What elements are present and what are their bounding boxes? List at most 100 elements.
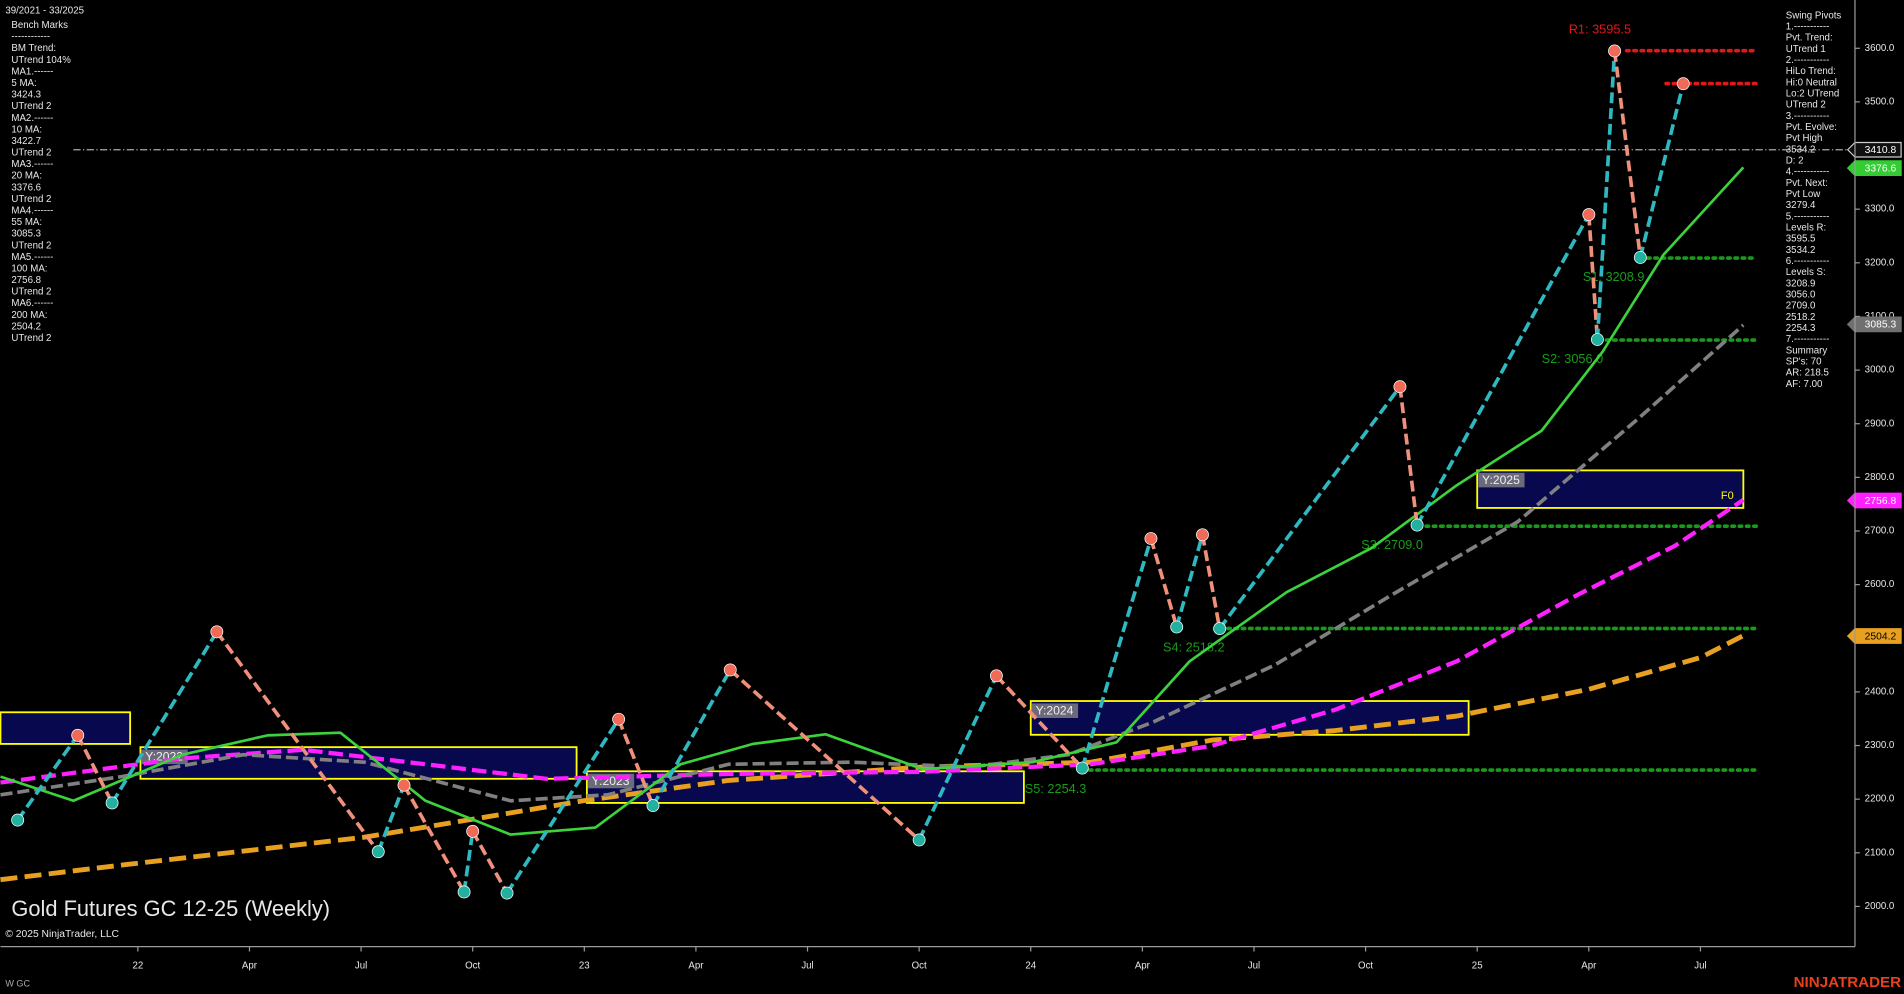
benchmark-line: BM Trend: bbox=[11, 43, 56, 54]
swing-pivot-line: 1.----------- bbox=[1786, 22, 1830, 33]
swing-pivot-line: Summary bbox=[1786, 345, 1828, 356]
chart-title: Gold Futures GC 12-25 (Weekly) bbox=[11, 896, 330, 921]
x-tick-label: 23 bbox=[579, 961, 590, 972]
year-label-bg bbox=[1031, 703, 1079, 719]
pivot-high bbox=[1196, 528, 1209, 542]
swing-pivot-line: 4.----------- bbox=[1786, 167, 1830, 178]
swing-up-leg bbox=[917, 675, 999, 841]
benchmark-line: 2756.8 bbox=[11, 275, 41, 286]
price-marker bbox=[1846, 141, 1902, 158]
swing-up-leg bbox=[505, 718, 621, 895]
swing-pivot-line: AF: 7.00 bbox=[1786, 379, 1823, 390]
swing-down-leg bbox=[1398, 386, 1419, 526]
instrument: W GC bbox=[5, 979, 30, 989]
swing-down-leg bbox=[215, 630, 380, 853]
benchmark-line: MA6.------ bbox=[11, 298, 53, 309]
benchmark-line: UTrend 2 bbox=[11, 194, 51, 205]
benchmark-line: 100 MA: bbox=[11, 263, 47, 274]
pivot-low bbox=[912, 833, 926, 847]
date-range: 39/2021 - 33/2025 bbox=[5, 5, 84, 16]
swing-pivot-line: 6.----------- bbox=[1786, 256, 1830, 267]
swing-pivot-line: 7.----------- bbox=[1786, 334, 1830, 345]
year-box bbox=[0, 711, 132, 745]
pivot-low bbox=[1170, 620, 1184, 634]
benchmark-line: MA5.------ bbox=[11, 252, 53, 263]
benchmark-line: UTrend 2 bbox=[11, 287, 51, 298]
swing-down-leg bbox=[1612, 50, 1643, 258]
swing-pivot-line: Pvt. Next: bbox=[1786, 178, 1828, 189]
x-tick-label: 25 bbox=[1472, 961, 1483, 972]
price-marker bbox=[1846, 316, 1902, 333]
swing-down-leg bbox=[402, 784, 466, 893]
level-label: R1: 3595.5 bbox=[1569, 21, 1631, 36]
benchmark-line: 3424.3 bbox=[11, 90, 41, 101]
x-tick-label: Apr bbox=[688, 961, 704, 972]
swing-pivot-line: Swing Pivots bbox=[1786, 10, 1842, 21]
swing-pivot-line: 3056.0 bbox=[1786, 289, 1816, 300]
price-marker bbox=[1846, 628, 1902, 644]
swing-pivot-line: UTrend 1 bbox=[1786, 44, 1826, 55]
benchmark-line: UTrend 2 bbox=[11, 240, 51, 251]
swing-pivot-line: Hi:0 Neutral bbox=[1786, 77, 1837, 88]
pivot-low bbox=[500, 886, 514, 900]
swing-up-leg bbox=[110, 630, 219, 804]
level-label: S1: 3208.9 bbox=[1583, 269, 1645, 284]
y-tick-label: 2900.0 bbox=[1865, 418, 1895, 429]
swing-pivot-line: 2518.2 bbox=[1786, 312, 1816, 323]
benchmark-line: 3376.6 bbox=[11, 182, 41, 193]
swing-pivot-line: UTrend 2 bbox=[1786, 100, 1826, 111]
pivot-low bbox=[1633, 251, 1647, 264]
benchmark-line: ------------ bbox=[11, 32, 50, 43]
swing-pivot-line: Lo:2 UTrend bbox=[1786, 89, 1839, 100]
x-tick-label: Jul bbox=[1694, 961, 1706, 972]
benchmark-line: UTrend 104% bbox=[11, 55, 71, 66]
swing-down-leg bbox=[1587, 214, 1600, 340]
level-label: S4: 2518.2 bbox=[1163, 639, 1225, 654]
swing-pivot-line: 3534.2 bbox=[1786, 245, 1816, 256]
pivot-high bbox=[1608, 44, 1622, 58]
swing-pivot-line: Pvt Low bbox=[1786, 189, 1821, 200]
y-tick-label: 2600.0 bbox=[1865, 579, 1895, 590]
price-marker-label: 3410.8 bbox=[1865, 145, 1897, 156]
swing-up-leg bbox=[1218, 385, 1402, 630]
level-label: S3: 2709.0 bbox=[1361, 537, 1423, 552]
swing-pivot-line: AR: 218.5 bbox=[1786, 368, 1829, 379]
price-marker bbox=[1846, 160, 1902, 176]
swing-up-leg bbox=[651, 669, 732, 807]
swing-pivot-line: 3208.9 bbox=[1786, 278, 1816, 289]
benchmark-line: UTrend 2 bbox=[11, 333, 51, 344]
moving-average bbox=[0, 166, 1745, 836]
benchmark-line: 5 MA: bbox=[11, 78, 36, 89]
swing-pivot-line: 2709.0 bbox=[1786, 301, 1816, 312]
copyright: © 2025 NinjaTrader, LLC bbox=[5, 929, 119, 940]
pivot-low bbox=[105, 796, 119, 810]
pivot-high bbox=[1582, 208, 1596, 221]
benchmark-line: Bench Marks bbox=[11, 20, 68, 31]
price-marker-label: 3376.6 bbox=[1865, 163, 1897, 174]
benchmark-line: 200 MA: bbox=[11, 310, 47, 321]
swing-up-leg bbox=[16, 734, 80, 822]
x-tick-label: Apr bbox=[242, 961, 258, 972]
swing-up-leg bbox=[1595, 50, 1617, 340]
pivot-low bbox=[1410, 518, 1424, 532]
benchmark-line: 10 MA: bbox=[11, 124, 42, 135]
swing-pivot-line: 3534.2 bbox=[1786, 144, 1816, 155]
x-tick-label: Apr bbox=[1581, 961, 1597, 972]
swing-pivot-line: HiLo Trend: bbox=[1786, 66, 1836, 77]
x-tick-label: 22 bbox=[132, 961, 143, 972]
x-tick-label: Oct bbox=[912, 961, 927, 972]
pivot-low bbox=[1590, 333, 1604, 346]
x-tick-label: Jul bbox=[1248, 961, 1260, 972]
benchmark-line: UTrend 2 bbox=[11, 101, 51, 112]
pivot-high bbox=[210, 625, 224, 639]
pivot-high bbox=[723, 663, 737, 677]
year-label: Y:2025 bbox=[1482, 473, 1520, 487]
price-marker-label: 2756.8 bbox=[1865, 496, 1897, 507]
pivot-high bbox=[71, 728, 85, 742]
year-tag: F0 bbox=[1721, 490, 1734, 502]
y-tick-label: 3000.0 bbox=[1865, 365, 1895, 376]
swing-up-leg bbox=[1080, 537, 1153, 769]
pivot-low bbox=[1213, 622, 1227, 636]
pivot-low bbox=[457, 885, 471, 899]
swing-down-leg bbox=[471, 830, 509, 894]
